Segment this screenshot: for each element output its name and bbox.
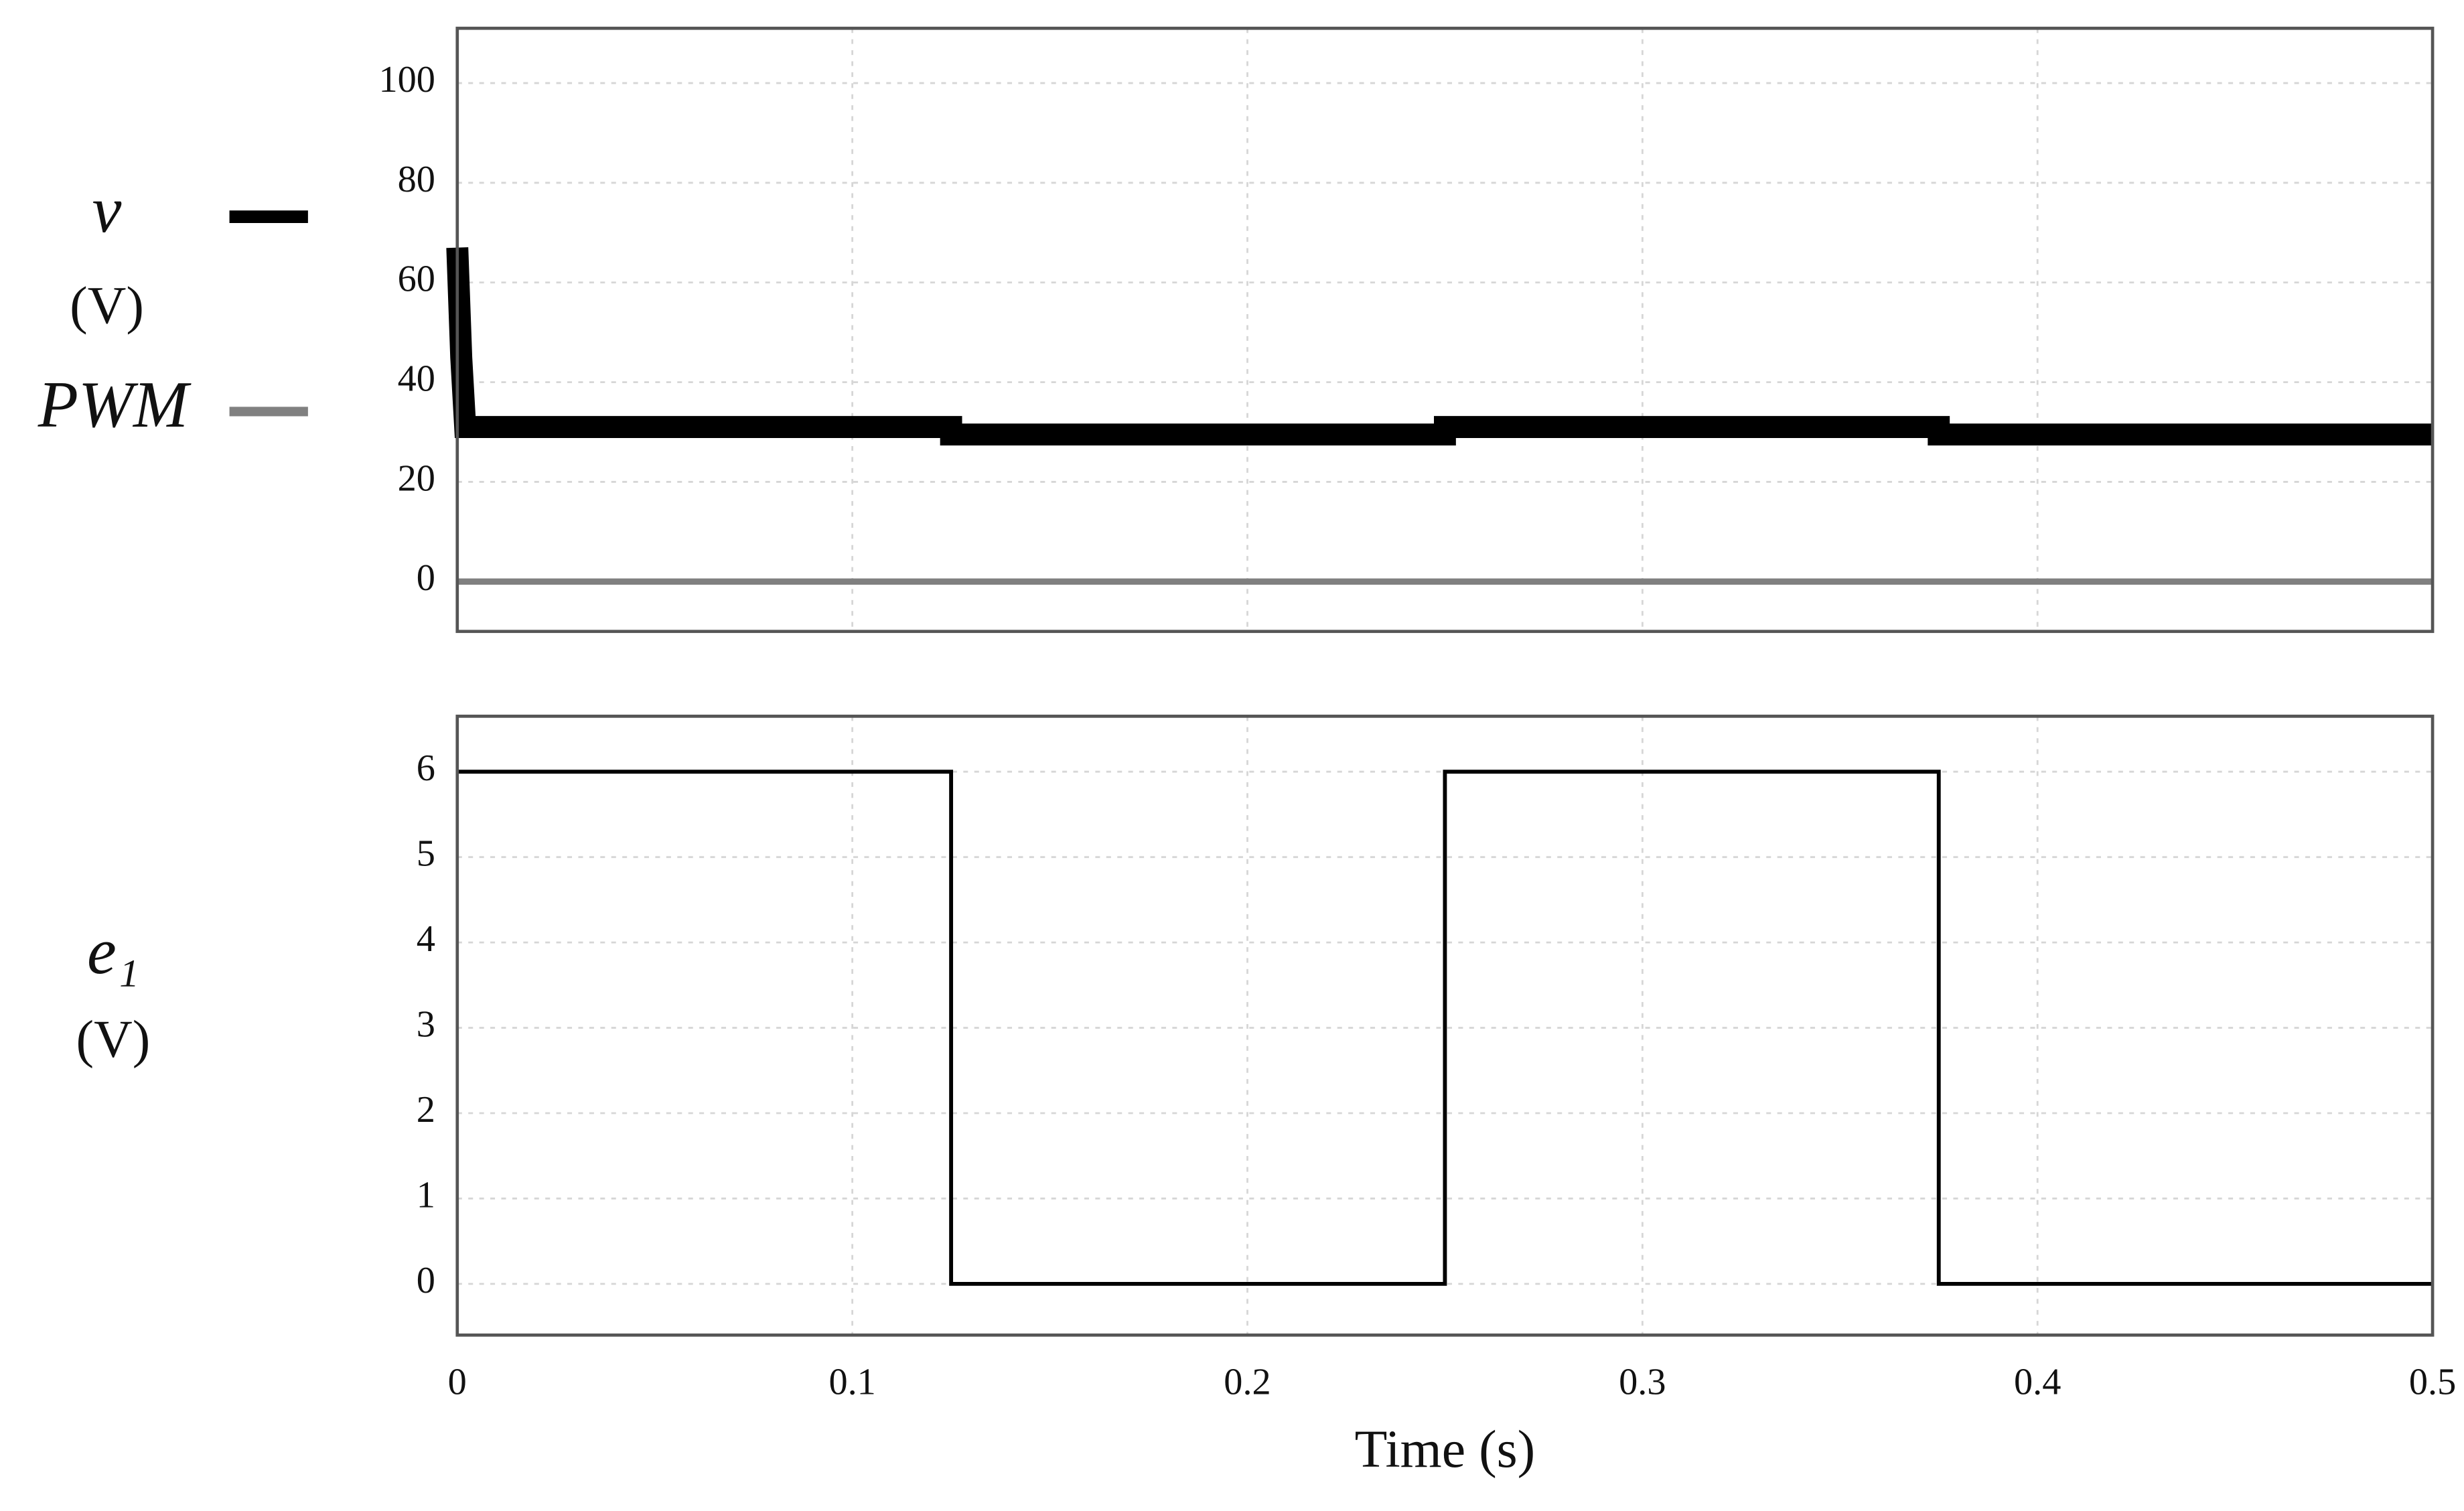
x-tick-label: 0.2	[1224, 1361, 1271, 1402]
legend-label: v	[92, 173, 122, 246]
y-tick-label: 80	[398, 159, 435, 200]
y-tick-label: 4	[417, 918, 435, 960]
y-tick-label: 1	[417, 1174, 435, 1216]
series-line	[457, 770, 2433, 1286]
y-tick-label: 5	[417, 833, 435, 875]
y-tick-label: 20	[398, 457, 435, 499]
plot-frame	[455, 26, 2435, 634]
series-label: e₁	[87, 915, 139, 988]
y-tick-label: 0	[417, 557, 435, 599]
y-tick-label: 2	[417, 1089, 435, 1131]
x-tick-label: 0.3	[1619, 1361, 1666, 1402]
y-axis-label: (V)	[76, 1010, 151, 1069]
x-tick-label: 0.4	[2014, 1361, 2061, 1402]
x-tick-label: 0	[448, 1361, 467, 1402]
y-axis-label: (V)	[70, 277, 144, 336]
x-tick-label: 0.5	[2409, 1361, 2456, 1402]
series-line	[446, 247, 2433, 446]
x-axis-label: Time (s)	[1355, 1420, 1536, 1479]
y-tick-label: 6	[417, 747, 435, 789]
legend-label: PWM	[38, 368, 192, 441]
y-tick-label: 60	[398, 259, 435, 300]
y-tick-label: 100	[378, 59, 435, 100]
plot-frame	[455, 715, 2435, 1337]
x-tick-label: 0.1	[828, 1361, 875, 1402]
y-tick-label: 0	[417, 1260, 435, 1301]
y-tick-label: 40	[398, 358, 435, 400]
y-tick-label: 3	[417, 1003, 435, 1045]
